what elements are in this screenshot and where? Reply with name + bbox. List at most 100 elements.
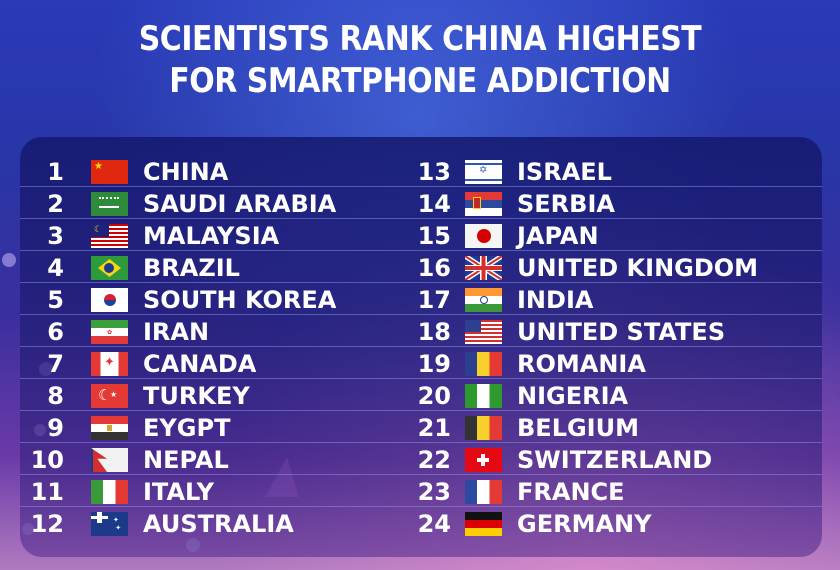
- country-name: UNITED KINGDOM: [517, 254, 759, 282]
- rank-number: 10: [30, 446, 64, 474]
- row-divider: [20, 155, 822, 187]
- ranking-row: 16 UNITED KINGDOM: [411, 252, 758, 284]
- row-divider: [20, 411, 822, 443]
- nepal-flag-icon: [91, 448, 128, 472]
- rank-number: 9: [47, 414, 64, 442]
- ranking-row: 9 EYGPT: [12, 412, 230, 444]
- country-name: ISRAEL: [517, 158, 612, 186]
- rank-number: 5: [47, 286, 64, 314]
- ranking-row: 22 SWITZERLAND: [411, 444, 713, 476]
- country-name: MALAYSIA: [143, 222, 280, 250]
- ranking-row: 8 ☾ ★ TURKEY: [12, 380, 250, 412]
- romania-flag-icon: [465, 352, 502, 376]
- ranking-row: 21 BELGIUM: [411, 412, 639, 444]
- ranking-row: 19 ROMANIA: [411, 348, 646, 380]
- country-name: BRAZIL: [143, 254, 240, 282]
- serbia-flag-icon: [465, 192, 502, 216]
- country-name: BELGIUM: [517, 414, 639, 442]
- rank-number: 1: [47, 158, 64, 186]
- country-name: GERMANY: [517, 510, 652, 538]
- rank-number: 17: [417, 286, 451, 314]
- country-name: SOUTH KOREA: [143, 286, 337, 314]
- ranking-row: 4 BRAZIL: [12, 252, 240, 284]
- malaysia-flag-icon: ☾: [91, 224, 128, 248]
- rank-number: 16: [417, 254, 451, 282]
- country-name: AUSTRALIA: [143, 510, 294, 538]
- rank-number: 4: [47, 254, 64, 282]
- country-name: JAPAN: [517, 222, 599, 250]
- ranking-row: 18 UNITED STATES: [411, 316, 726, 348]
- country-name: TURKEY: [143, 382, 250, 410]
- title-line-1: SCIENTISTS RANK CHINA HIGHEST: [138, 19, 702, 59]
- country-name: EYGPT: [143, 414, 231, 442]
- ranking-row: 2 SAUDI ARABIA: [12, 188, 336, 220]
- country-name: UNITED STATES: [517, 318, 726, 346]
- row-divider: [20, 475, 822, 507]
- ranking-row: 1 ★ CHINA: [12, 156, 228, 188]
- nigeria-flag-icon: [465, 384, 502, 408]
- rank-number: 15: [417, 222, 451, 250]
- network-node-decoration: [2, 253, 16, 267]
- rank-number: 3: [47, 222, 64, 250]
- turkey-flag-icon: ☾ ★: [91, 384, 128, 408]
- rank-number: 2: [47, 190, 64, 218]
- country-name: ROMANIA: [517, 350, 646, 378]
- belgium-flag-icon: [465, 416, 502, 440]
- rank-number: 18: [417, 318, 451, 346]
- country-name: ITALY: [143, 478, 214, 506]
- italy-flag-icon: [91, 480, 128, 504]
- brazil-flag-icon: [91, 256, 128, 280]
- canada-flag-icon: ✦: [91, 352, 128, 376]
- country-name: CHINA: [143, 158, 229, 186]
- ranking-row: 13 ✡ ISRAEL: [411, 156, 612, 188]
- country-name: INDIA: [517, 286, 594, 314]
- ranking-row: 17 INDIA: [411, 284, 594, 316]
- country-name: NEPAL: [143, 446, 229, 474]
- ranking-row: 5 SOUTH KOREA: [12, 284, 336, 316]
- rank-number: 11: [30, 478, 64, 506]
- rank-number: 22: [417, 446, 451, 474]
- row-divider: [20, 315, 822, 347]
- country-name: NIGERIA: [517, 382, 629, 410]
- switzerland-flag-icon: [465, 448, 502, 472]
- rank-number: 24: [417, 510, 451, 538]
- ranking-row: 3 ☾ MALAYSIA: [12, 220, 279, 252]
- country-name: IRAN: [143, 318, 210, 346]
- rank-number: 21: [417, 414, 451, 442]
- row-divider: [20, 347, 822, 379]
- germany-flag-icon: [465, 512, 502, 536]
- usa-flag-icon: [465, 320, 502, 344]
- country-name: SERBIA: [517, 190, 615, 218]
- rank-number: 8: [47, 382, 64, 410]
- ranking-row: 6 ✿ IRAN: [12, 316, 209, 348]
- row-divider: [20, 187, 822, 219]
- india-flag-icon: [465, 288, 502, 312]
- rank-number: 12: [30, 510, 64, 538]
- japan-flag-icon: [465, 224, 502, 248]
- uk-flag-icon: [465, 256, 502, 280]
- south-korea-flag-icon: [91, 288, 128, 312]
- row-divider: [20, 443, 822, 475]
- ranking-row: 7 ✦ CANADA: [12, 348, 256, 380]
- rank-number: 19: [417, 350, 451, 378]
- rank-number: 14: [417, 190, 451, 218]
- rank-number: 20: [417, 382, 451, 410]
- row-divider: [20, 251, 822, 283]
- row-divider: [20, 379, 822, 411]
- country-name: SWITZERLAND: [517, 446, 713, 474]
- ranking-row: 14 SERBIA: [411, 188, 615, 220]
- china-flag-icon: ★: [91, 160, 128, 184]
- rank-number: 7: [47, 350, 64, 378]
- ranking-row: 10 NEPAL: [12, 444, 229, 476]
- country-name: SAUDI ARABIA: [143, 190, 337, 218]
- rank-number: 6: [47, 318, 64, 346]
- row-divider: [20, 219, 822, 251]
- saudi-arabia-flag-icon: [91, 192, 128, 216]
- title-line-2: FOR SMARTPHONE ADDICTION: [169, 61, 671, 101]
- rank-number: 13: [417, 158, 451, 186]
- row-divider: [20, 283, 822, 315]
- israel-flag-icon: ✡: [465, 160, 502, 184]
- page-title: SCIENTISTS RANK CHINA HIGHEST FOR SMARTP…: [50, 18, 789, 102]
- australia-flag-icon: ✦ ✦: [91, 512, 128, 536]
- ranking-row: 20 NIGERIA: [411, 380, 629, 412]
